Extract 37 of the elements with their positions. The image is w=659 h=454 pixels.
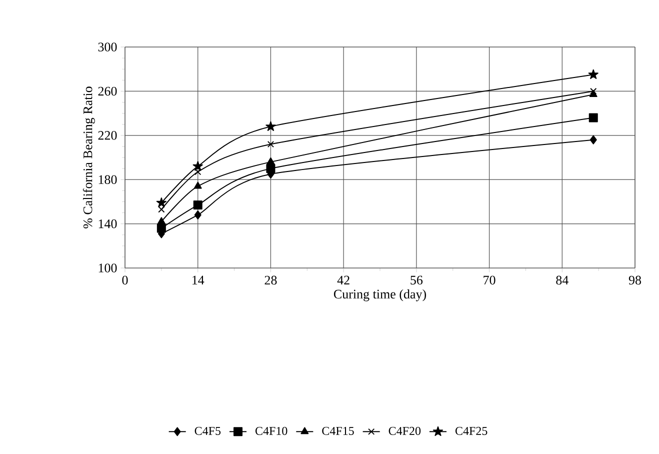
point (193, 200, 202, 210)
x-axis-title: Curing time (day) (334, 289, 426, 302)
legend-label: C4F10 (255, 426, 288, 435)
y-tick-label: 100 (98, 264, 117, 272)
point (588, 69, 598, 80)
legend-label: C4F20 (388, 426, 421, 435)
y-tick-label: 180 (98, 175, 117, 184)
y-tick-label: 220 (98, 131, 117, 140)
y-tick-label: 300 (98, 42, 117, 52)
x-tick-label: 98 (628, 276, 641, 285)
x-tick-label: 56 (410, 276, 423, 285)
point (266, 164, 276, 174)
y-tick-label: 260 (98, 86, 117, 96)
x-tick-label: 0 (122, 276, 128, 285)
y-axis-title: % California Bearing Ratio (82, 86, 95, 228)
y-tick-label: 140 (98, 219, 117, 228)
point (266, 157, 275, 164)
point (590, 135, 597, 144)
point (158, 206, 165, 213)
point (267, 140, 274, 148)
point (194, 210, 202, 220)
x-tick-label: 14 (192, 276, 204, 284)
point (266, 121, 276, 131)
legend-label: C4F15 (322, 426, 354, 435)
x-tick-label: 42 (337, 276, 350, 284)
point (192, 161, 203, 171)
point (194, 168, 202, 176)
x-tick-label: 84 (556, 276, 568, 285)
point (156, 224, 166, 233)
x-tick-label: 70 (484, 276, 496, 285)
x-tick-label: 28 (264, 276, 277, 285)
point (588, 113, 598, 122)
point (156, 198, 166, 208)
legend-label: C4F5 (194, 426, 221, 435)
legend-label: C4F25 (455, 426, 488, 435)
point (157, 217, 166, 224)
point (194, 182, 202, 189)
